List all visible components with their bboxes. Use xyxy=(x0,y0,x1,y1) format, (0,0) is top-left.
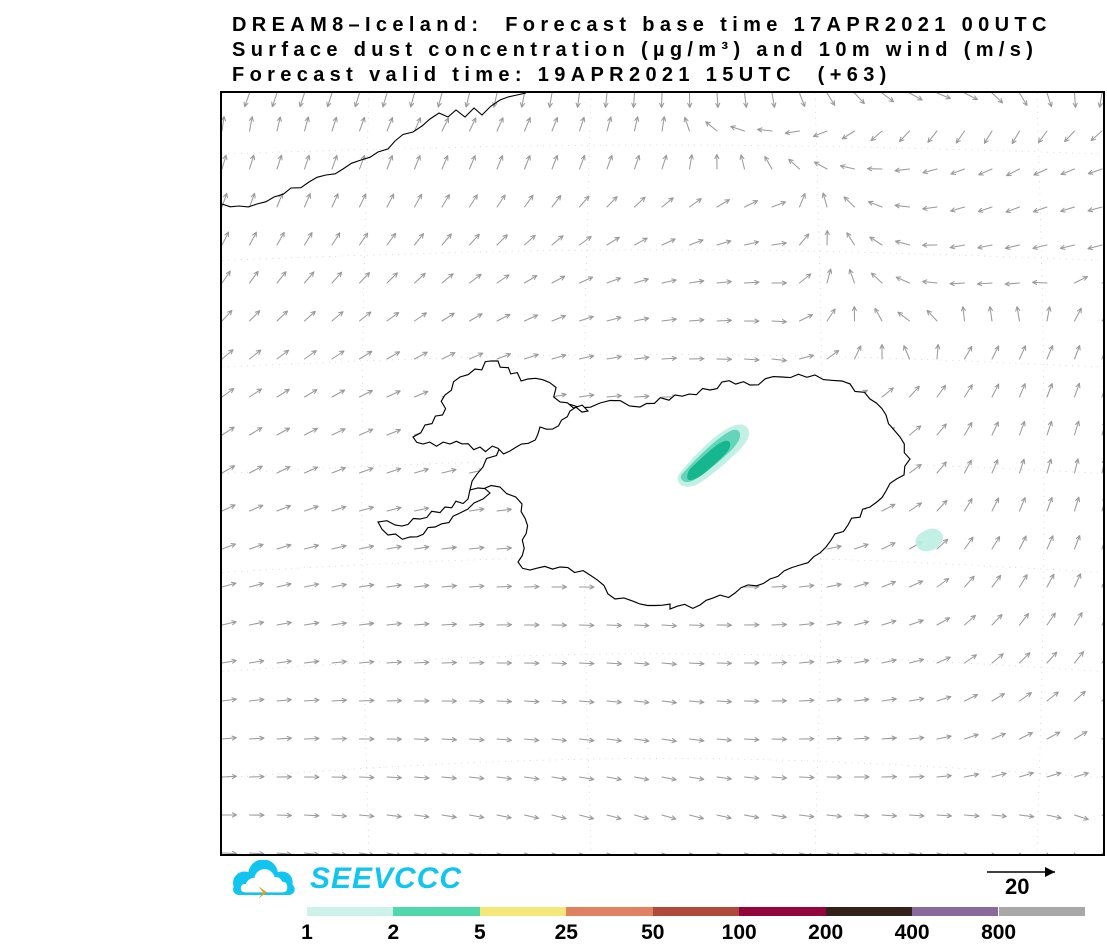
svg-text:20: 20 xyxy=(1005,874,1029,896)
